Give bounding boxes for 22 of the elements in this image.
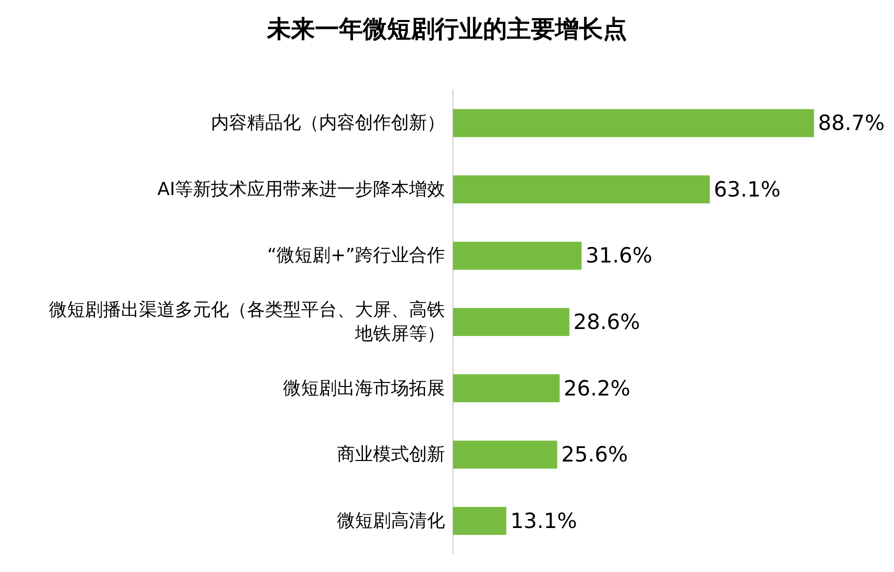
data-label: 28.6%: [573, 310, 640, 334]
bar: [453, 175, 710, 204]
y-tick-label: 微短剧高清化: [337, 510, 445, 532]
data-label: 13.1%: [510, 508, 578, 533]
y-tick-label: 内容精品化（内容创作创新）: [211, 112, 445, 134]
y-tick-label: AI等新技术应用带来进一步降本增效: [157, 178, 445, 200]
bar: [453, 242, 582, 270]
y-tick-label: “微短剧+”跨行业合作: [267, 245, 445, 266]
bar: [453, 374, 560, 402]
data-label: 25.6%: [561, 442, 628, 467]
data-label: 26.2%: [564, 376, 630, 400]
y-tick-label: 商业模式创新: [337, 444, 445, 466]
chart-title: 未来一年微短剧行业的主要增长点: [266, 15, 627, 43]
bar: [453, 308, 570, 336]
y-tick-label: 微短剧出海市场拓展: [283, 378, 445, 399]
bar: [453, 109, 814, 138]
bar: [453, 440, 558, 469]
bar: [453, 506, 506, 535]
data-label: 31.6%: [586, 244, 652, 268]
y-tick-label: 微短剧播出渠道多元化（各类型平台、大屏、高铁地铁屏等）: [49, 300, 445, 344]
data-label: 88.7%: [818, 111, 885, 136]
data-label: 63.1%: [714, 177, 781, 202]
